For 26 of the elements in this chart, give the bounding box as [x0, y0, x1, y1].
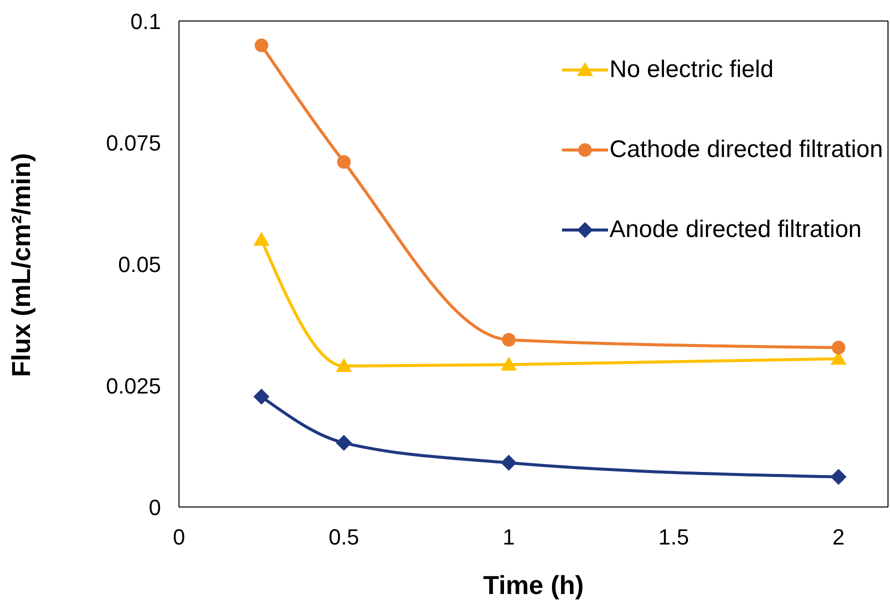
point — [832, 340, 846, 354]
legend-label: Anode directed filtration — [610, 216, 862, 244]
y-axis-title: Flux (mL/cm²/min) — [6, 153, 36, 377]
x-tick-label: 1.5 — [658, 524, 689, 550]
y-tick-label: 0.075 — [106, 130, 161, 156]
point — [253, 232, 270, 246]
y-tick-label: 0.05 — [118, 252, 161, 277]
x-tick-label: 1 — [502, 524, 515, 550]
point — [830, 468, 847, 485]
legend-label: Cathode directed filtration — [610, 136, 883, 164]
x-tick-label: 0.5 — [328, 524, 360, 550]
legend-label: No electric field — [610, 56, 774, 84]
point — [254, 38, 268, 52]
y-tick-label: 0.1 — [130, 8, 161, 34]
x-tick-label: 0 — [172, 524, 186, 550]
x-tick-label: 2 — [832, 524, 845, 550]
y-tick-label: 0 — [148, 494, 161, 520]
point — [336, 434, 352, 451]
point — [253, 388, 270, 405]
point — [500, 356, 517, 371]
point — [337, 155, 351, 169]
point — [500, 454, 517, 471]
y-tick-label: 0.025 — [106, 373, 161, 398]
point — [336, 358, 352, 372]
x-axis-title: Time (h) — [483, 570, 584, 600]
point — [502, 333, 516, 347]
